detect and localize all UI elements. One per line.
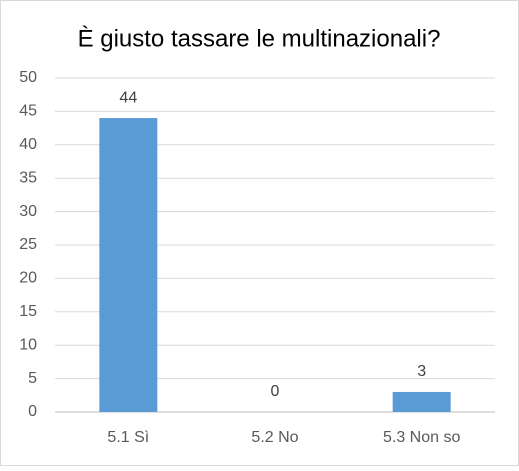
bar — [99, 118, 158, 412]
y-tick-label: 45 — [19, 103, 37, 120]
y-tick-label: 30 — [19, 203, 37, 220]
data-label: 44 — [119, 89, 137, 106]
y-tick-label: 10 — [19, 336, 37, 353]
x-tick-label: 5.1 Sì — [107, 429, 149, 446]
y-tick-label: 5 — [28, 370, 37, 387]
bar — [392, 391, 451, 412]
y-tick-label: 15 — [19, 303, 37, 320]
y-tick-label: 20 — [19, 270, 37, 287]
data-label: 0 — [271, 383, 280, 400]
data-label: 3 — [417, 363, 426, 380]
y-tick-label: 35 — [19, 169, 37, 186]
chart-title: È giusto tassare le multinazionali? — [78, 25, 441, 52]
x-tick-label: 5.2 No — [251, 429, 298, 446]
y-tick-label: 40 — [19, 136, 37, 153]
y-tick-label: 50 — [19, 69, 37, 86]
y-tick-label: 25 — [19, 236, 37, 253]
x-tick-label: 5.3 Non so — [383, 429, 460, 446]
y-tick-label: 0 — [28, 403, 37, 420]
